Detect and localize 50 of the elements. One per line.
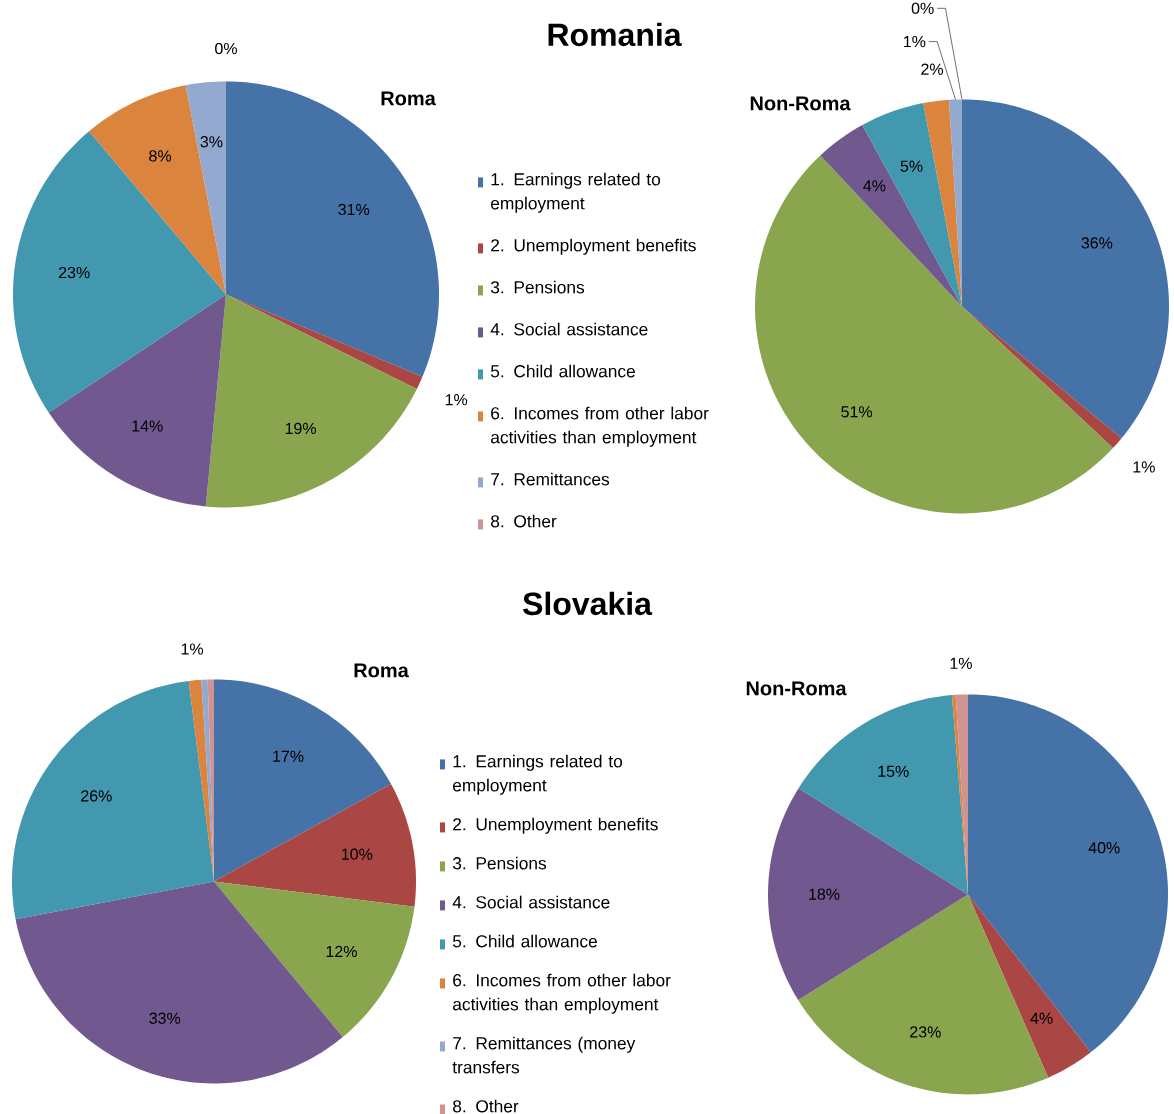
data-label: 1%	[950, 657, 972, 669]
data-label: 1%	[445, 393, 468, 406]
text: 0%	[911, 2, 934, 14]
text: Roma	[354, 663, 409, 678]
data-label: 10%	[342, 848, 373, 860]
data-label: 17%	[273, 750, 304, 762]
legend-label: 6. Incomes from other labor activities than employment	[491, 406, 709, 447]
legend-label: 4. Social assistance	[490, 322, 648, 336]
text: Non-Roma	[750, 96, 851, 111]
chart-title: Romania	[548, 22, 682, 46]
data-label: 1%	[1133, 461, 1155, 473]
data-label: 8%	[149, 150, 172, 162]
legend-label: 1. Earnings related to employment	[453, 754, 623, 795]
data-label: 51%	[841, 405, 873, 418]
data-label: 3%	[200, 135, 223, 148]
legend-label: 2. Unemployment benefits	[453, 817, 658, 834]
chart-title: Slovakia	[522, 591, 653, 615]
data-label: 1%	[904, 35, 926, 47]
data-label: 26%	[81, 790, 112, 802]
data-label: 23%	[910, 1026, 941, 1038]
data-label: 40%	[1088, 841, 1120, 854]
legend-label: 5. Child allowance	[490, 364, 635, 378]
data-label: 33%	[149, 1012, 181, 1024]
data-label: 1%	[181, 643, 204, 655]
data-label: 4%	[1030, 1012, 1053, 1024]
legend-label: 8. Other	[491, 514, 557, 528]
legend-label: 7. Remittances (money transfers	[452, 1036, 636, 1074]
data-label: 36%	[1081, 237, 1113, 249]
legend-label: 2. Unemployment benefits	[491, 238, 696, 255]
data-label: 12%	[326, 945, 357, 957]
data-label: 2%	[921, 63, 944, 75]
data-label: 14%	[132, 420, 163, 432]
data-label: 31%	[338, 203, 370, 215]
legend-label: 5. Child allowance	[452, 934, 597, 948]
legend-label: 3. Pensions	[452, 856, 547, 870]
legend-label: 8. Other	[453, 1099, 519, 1113]
legend-label: 6. Incomes from other labor activities than employment	[453, 973, 671, 1014]
text: Non-Roma	[746, 681, 847, 696]
data-label: 5%	[900, 160, 923, 172]
legend-label: 7. Remittances	[491, 472, 610, 486]
chart-subtitle: Roma	[381, 91, 436, 106]
data-label: 4%	[863, 180, 886, 192]
legend-label: 3. Pensions	[490, 280, 585, 294]
legend-label: 4. Social assistance	[452, 895, 610, 909]
data-label: 18%	[809, 888, 840, 900]
text: 0%	[215, 42, 237, 55]
data-label: 15%	[878, 765, 909, 777]
data-label: 19%	[285, 422, 317, 434]
legend-label: 1. Earnings related to employment	[491, 172, 661, 213]
data-label: 23%	[58, 266, 90, 279]
